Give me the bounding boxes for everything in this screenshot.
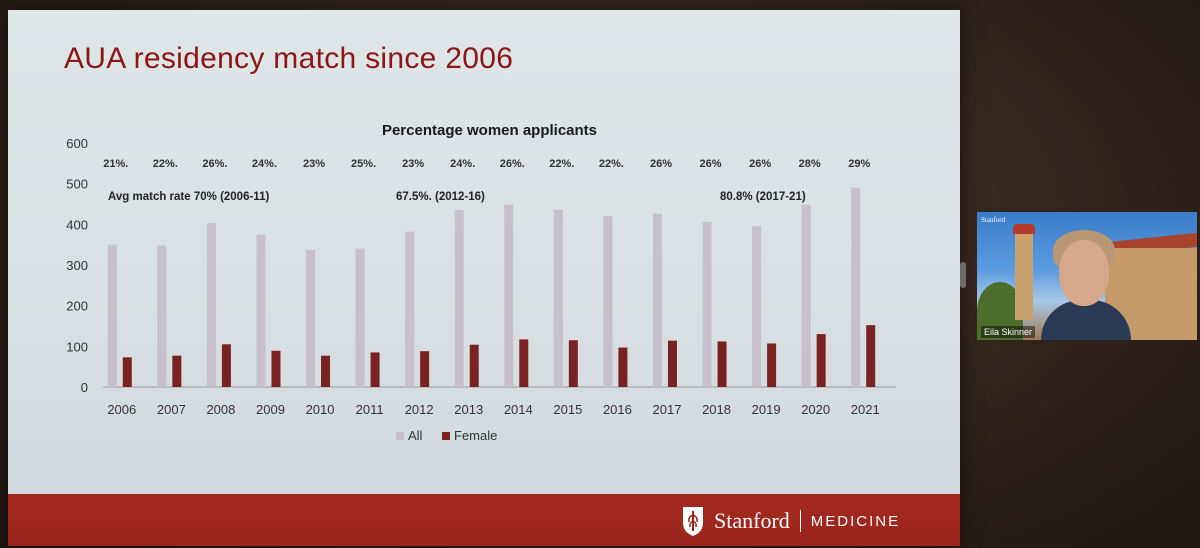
percent-label-2011: 25%. <box>351 158 376 170</box>
match-rate-annotation-1: 67.5%. (2012-16) <box>396 191 485 203</box>
x-tick-label-2021: 2021 <box>851 402 880 417</box>
bar-all-2020 <box>801 204 811 387</box>
x-tick-label-2010: 2010 <box>306 402 335 417</box>
video-person-face <box>1059 240 1109 306</box>
percent-label-2010: 23% <box>303 158 325 170</box>
participant-video-tile[interactable]: Stanford Eila Skinner <box>977 212 1197 340</box>
bar-female-2017 <box>667 340 677 387</box>
x-tick-label-2011: 2011 <box>356 402 384 417</box>
bar-all-2015 <box>553 209 563 387</box>
stanford-medicine-logo: Stanford MEDICINE <box>680 504 900 538</box>
percent-label-2018: 26% <box>700 158 722 170</box>
legend-label-female: Female <box>454 428 497 443</box>
y-tick-label-4: 400 <box>66 217 88 232</box>
participant-name-label: Eila Skinner <box>981 326 1036 338</box>
bar-female-2014 <box>519 339 529 387</box>
y-tick-label-6: 600 <box>66 136 88 151</box>
y-tick-label-2: 200 <box>66 299 88 314</box>
bar-female-2013 <box>469 344 479 387</box>
bar-all-2016 <box>603 216 613 387</box>
bar-female-2015 <box>568 340 578 387</box>
bar-all-2018 <box>702 221 712 387</box>
bar-all-2010 <box>306 249 316 387</box>
percent-label-2012: 23% <box>402 158 424 170</box>
bar-female-2019 <box>767 343 777 387</box>
match-rate-annotation-2: 80.8% (2017-21) <box>720 191 806 203</box>
bar-all-2011 <box>355 248 365 387</box>
bar-female-2010 <box>321 355 331 387</box>
presentation-slide: AUA residency match since 2006 Percentag… <box>8 10 960 546</box>
bar-female-2011 <box>370 352 380 387</box>
bar-all-2012 <box>405 231 415 387</box>
match-rate-annotation-0: Avg match rate 70% (2006-11) <box>108 191 269 203</box>
logo-separator <box>799 510 801 532</box>
bar-female-2009 <box>271 350 281 387</box>
bar-female-2020 <box>816 334 826 387</box>
video-stanford-logo: Stanford <box>981 216 1006 224</box>
percent-label-2006: 21%. <box>103 158 128 170</box>
x-tick-label-2007: 2007 <box>157 402 186 417</box>
x-tick-label-2009: 2009 <box>256 402 285 417</box>
logo-stanford-text: Stanford <box>714 508 790 533</box>
bar-female-2006 <box>122 357 132 387</box>
slide-title: AUA residency match since 2006 <box>64 42 514 75</box>
logo-medicine-text: MEDICINE <box>810 512 901 530</box>
percent-label-2009: 24%. <box>252 158 277 170</box>
x-tick-label-2019: 2019 <box>752 402 781 417</box>
x-tick-label-2018: 2018 <box>702 402 731 417</box>
slide-footer: Stanford MEDICINE <box>8 494 960 546</box>
video-tower-top <box>1013 224 1035 234</box>
x-tick-label-2014: 2014 <box>504 402 533 417</box>
legend-swatch-female <box>442 432 450 440</box>
bar-all-2009 <box>256 234 266 387</box>
bar-all-2019 <box>752 226 762 387</box>
x-tick-label-2015: 2015 <box>553 402 582 417</box>
bar-female-2008 <box>221 344 231 387</box>
y-tick-label-1: 100 <box>66 339 88 354</box>
percent-label-2020: 28% <box>799 158 821 170</box>
video-tower <box>1015 230 1033 320</box>
bar-all-2008 <box>206 223 216 387</box>
bar-all-2007 <box>157 245 167 387</box>
percent-label-2007: 22%. <box>153 158 178 170</box>
bar-female-2018 <box>717 341 727 387</box>
bar-all-2014 <box>504 204 514 387</box>
chart-title: Percentage women applicants <box>382 122 597 139</box>
bar-female-2021 <box>866 325 876 387</box>
video-panel-handle[interactable] <box>960 262 966 288</box>
bar-all-2013 <box>454 210 464 387</box>
y-tick-label-5: 500 <box>66 177 88 192</box>
stanford-tree-icon <box>683 507 703 536</box>
x-tick-label-2017: 2017 <box>653 402 682 417</box>
percent-label-2016: 22%. <box>599 158 624 170</box>
y-tick-label-3: 300 <box>66 258 88 273</box>
bar-all-2006 <box>107 244 117 387</box>
percent-label-2013: 24%. <box>450 158 475 170</box>
bar-all-2021 <box>851 187 861 387</box>
percent-label-2019: 26% <box>749 158 771 170</box>
bar-female-2012 <box>420 351 430 387</box>
x-tick-label-2013: 2013 <box>454 402 483 417</box>
bar-female-2016 <box>618 347 628 387</box>
x-tick-label-2008: 2008 <box>206 402 235 417</box>
bar-female-2007 <box>172 355 182 387</box>
percent-label-2008: 26%. <box>202 158 227 170</box>
bar-chart: Percentage women applicants 0 100 200 300 400… <box>66 122 896 443</box>
x-tick-label-2006: 2006 <box>107 402 136 417</box>
legend-swatch-all <box>396 432 404 440</box>
x-tick-label-2020: 2020 <box>801 402 830 417</box>
percent-label-2021: 29% <box>848 158 870 170</box>
legend-label-all: All <box>408 428 423 443</box>
x-tick-label-2012: 2012 <box>405 402 434 417</box>
percent-label-2017: 26% <box>650 158 672 170</box>
percent-label-2014: 26%. <box>500 158 525 170</box>
y-tick-label-0: 0 <box>81 380 88 395</box>
percent-label-2015: 22%. <box>549 158 574 170</box>
bar-all-2017 <box>652 213 662 387</box>
x-tick-label-2016: 2016 <box>603 402 632 417</box>
